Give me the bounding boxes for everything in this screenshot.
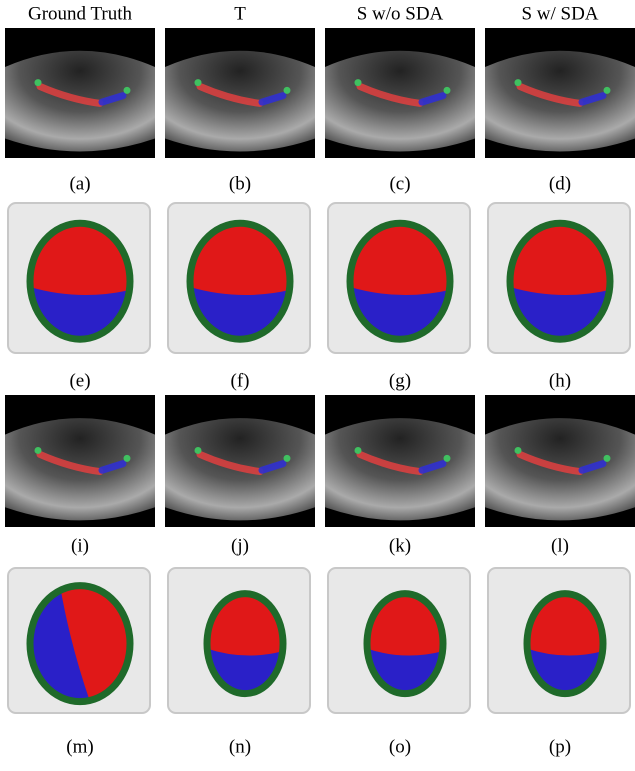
green-point	[124, 87, 131, 94]
panel-image	[485, 563, 635, 718]
panel-image	[325, 563, 475, 718]
green-point	[444, 455, 451, 462]
panel-caption: (c)	[389, 173, 410, 194]
green-point	[124, 455, 131, 462]
column-header: S w/o SDA	[357, 3, 444, 24]
panel-image	[5, 563, 155, 718]
panel-caption: (o)	[389, 736, 411, 757]
panel-caption: (p)	[549, 736, 571, 757]
figure: Ground Truth T S w/o SDA S w/ SDA (a) (b) (c) (…	[0, 0, 635, 771]
panel-caption: (e)	[69, 370, 90, 391]
panel-image	[485, 395, 635, 527]
green-point	[35, 79, 42, 86]
panel-caption: (d)	[549, 173, 571, 194]
panel-image	[165, 198, 315, 358]
panel-image	[325, 198, 475, 358]
green-point	[355, 447, 362, 454]
green-point	[284, 455, 291, 462]
panel-caption: (i)	[71, 535, 89, 556]
panel-image	[485, 28, 635, 158]
green-point	[35, 447, 42, 454]
green-point	[284, 87, 291, 94]
panels: Ground Truth T S w/o SDA S w/ SDA (a) (b) (c) (…	[5, 3, 635, 757]
panel-caption: (g)	[389, 370, 411, 391]
panel-caption: (k)	[389, 535, 411, 556]
green-point	[195, 79, 202, 86]
column-header: T	[234, 3, 246, 24]
panel-caption: (b)	[229, 173, 251, 194]
panel-image	[485, 198, 635, 358]
panel-image	[325, 395, 475, 527]
green-point	[355, 79, 362, 86]
column-header: S w/ SDA	[521, 3, 598, 24]
column-header: Ground Truth	[28, 3, 132, 24]
panel-image	[165, 28, 315, 158]
green-point	[515, 447, 522, 454]
panel-caption: (j)	[231, 535, 249, 556]
panel-caption: (f)	[231, 370, 250, 391]
panel-caption: (m)	[66, 736, 93, 757]
panel-image	[165, 395, 315, 527]
green-point	[444, 87, 451, 94]
panel-image	[5, 198, 155, 358]
panel-image	[325, 28, 475, 158]
green-point	[515, 79, 522, 86]
panel-caption: (l)	[551, 535, 569, 556]
panel-caption: (h)	[549, 370, 571, 391]
panel-caption: (n)	[229, 736, 251, 757]
green-point	[604, 455, 611, 462]
panel-image	[5, 395, 155, 527]
green-point	[195, 447, 202, 454]
panel-caption: (a)	[69, 173, 90, 194]
panel-image	[165, 563, 315, 718]
panel-image	[5, 28, 155, 158]
green-point	[604, 87, 611, 94]
